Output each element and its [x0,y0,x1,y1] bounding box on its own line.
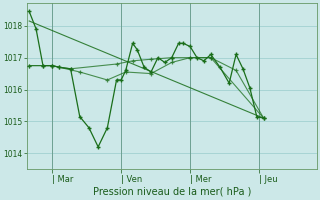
X-axis label: Pression niveau de la mer( hPa ): Pression niveau de la mer( hPa ) [92,187,251,197]
